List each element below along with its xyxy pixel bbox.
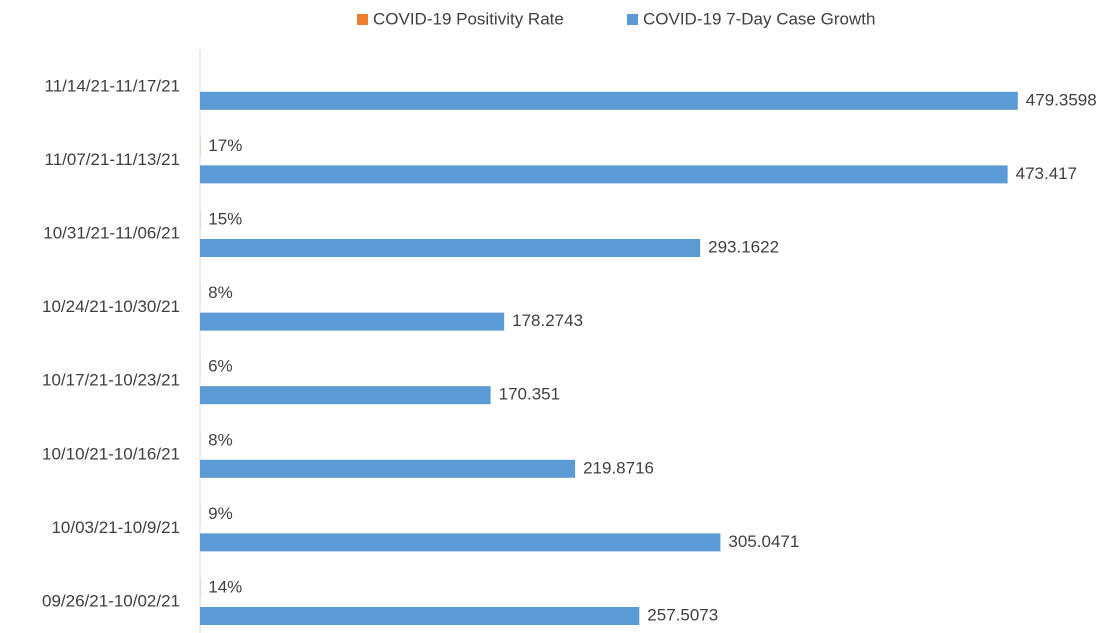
legend-label: COVID-19 7-Day Case Growth	[643, 9, 875, 28]
bar	[200, 239, 701, 257]
data-label: 178.2743	[512, 311, 583, 330]
data-label: 473.417	[1016, 164, 1077, 183]
y-tick-label: 11/14/21-11/17/21	[45, 76, 181, 95]
bar	[200, 165, 1008, 184]
y-tick-label: 09/26/21-10/02/21	[42, 591, 180, 610]
data-label: 9%	[208, 504, 233, 523]
data-label: 6%	[208, 357, 233, 376]
y-tick-label: 10/24/21-10/30/21	[42, 297, 180, 316]
bar	[200, 607, 640, 625]
data-label: 170.351	[499, 385, 560, 404]
legend-swatch	[357, 14, 368, 25]
bar	[200, 533, 721, 552]
y-tick-label: 10/10/21-10/16/21	[42, 444, 180, 463]
data-label: 8%	[208, 283, 233, 302]
legend-swatch	[627, 14, 638, 25]
data-label: 219.8716	[583, 458, 654, 477]
bar	[200, 386, 491, 405]
data-label: 479.3598	[1026, 90, 1097, 109]
data-label: 14%	[208, 577, 242, 596]
data-label: 257.5073	[647, 605, 718, 624]
y-tick-label: 10/03/21-10/9/21	[51, 518, 180, 537]
bar	[200, 459, 576, 478]
legend-label: COVID-19 Positivity Rate	[373, 9, 564, 28]
data-label: 305.0471	[728, 532, 799, 551]
bar	[200, 312, 505, 331]
data-label: 15%	[208, 209, 242, 228]
y-tick-label: 10/17/21-10/23/21	[42, 371, 180, 390]
data-label: 293.1622	[708, 237, 779, 256]
y-tick-label: 11/07/21-11/13/21	[45, 150, 181, 169]
data-label: 8%	[208, 430, 233, 449]
bar	[200, 91, 1018, 110]
y-tick-label: 10/31/21-11/06/21	[43, 223, 180, 242]
data-label: 17%	[208, 136, 242, 155]
